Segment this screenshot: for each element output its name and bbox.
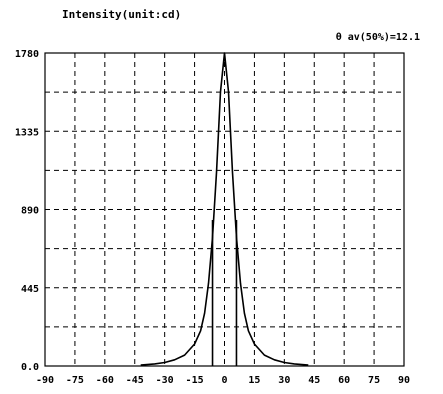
x-tick-label: 30	[278, 375, 290, 386]
x-tick-label: 45	[308, 375, 320, 386]
y-tick-label: 0.0	[21, 362, 39, 373]
x-tick-label: -90	[36, 375, 54, 386]
x-tick-label: -60	[96, 375, 114, 386]
x-tick-label: 60	[338, 375, 350, 386]
angle-annotation: θ av(50%)=12.1	[336, 32, 420, 43]
series-layer	[140, 52, 309, 366]
x-tick-label: -45	[126, 375, 144, 386]
y-tick-label: 1780	[15, 49, 39, 60]
y-tick-label: 445	[21, 284, 39, 295]
chart-title: Intensity(unit:cd)	[62, 8, 181, 21]
x-tick-label: 90	[398, 375, 410, 386]
x-tick-label: -75	[66, 375, 84, 386]
x-tick-label: 15	[248, 375, 260, 386]
y-tick-label: 1335	[15, 127, 39, 138]
grid-layer	[45, 53, 404, 366]
x-tick-label: 0	[221, 375, 227, 386]
x-tick-label: -15	[186, 375, 204, 386]
x-tick-label: 75	[368, 375, 380, 386]
tick-label-layer: -90 -75 -60 -45 -30 -15 0 15 30 45 60 75 90 0.0 445 890…	[15, 49, 410, 386]
intensity-curve	[140, 52, 309, 366]
y-tick-label: 890	[21, 206, 39, 217]
x-tick-label: -30	[156, 375, 174, 386]
